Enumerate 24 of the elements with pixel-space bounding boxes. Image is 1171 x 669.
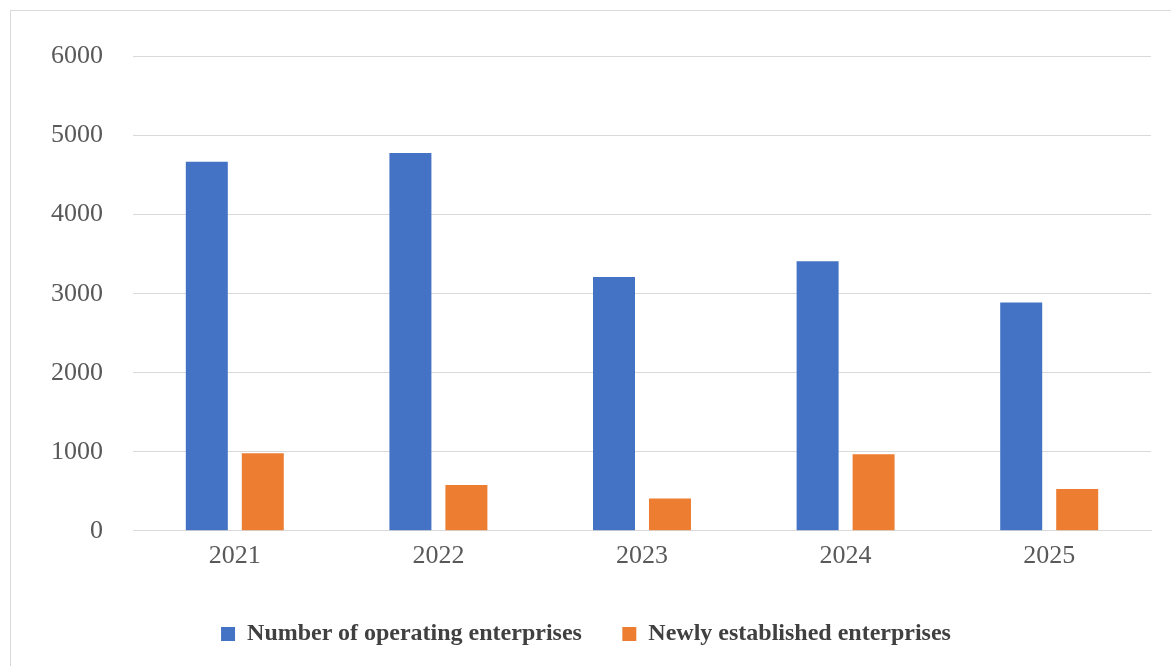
y-tick-label: 1000 [51,435,103,465]
bar [185,161,228,531]
x-tick-label: 2025 [1023,540,1076,570]
bar [1056,488,1099,531]
x-tick-label: 2024 [819,540,872,570]
bar [1000,302,1043,531]
bar [852,454,895,531]
y-tick-label: 0 [90,514,103,544]
bar [389,153,432,531]
x-tick-label: 2023 [616,540,668,570]
y-tick-label: 3000 [51,277,103,307]
bar [241,453,284,531]
y-tick-label: 5000 [51,119,103,149]
legend-label: Newly established enterprises [648,619,951,646]
x-tick-label: 2022 [412,540,465,570]
legend-label: Number of operating enterprises [247,619,582,646]
bar [445,484,488,531]
y-tick-label: 6000 [51,40,103,70]
y-tick-label: 2000 [51,356,103,386]
bar [593,277,635,531]
bar [649,498,691,531]
x-tick-label: 2021 [208,540,261,570]
y-tick-label: 4000 [51,198,103,228]
bar [796,261,839,531]
